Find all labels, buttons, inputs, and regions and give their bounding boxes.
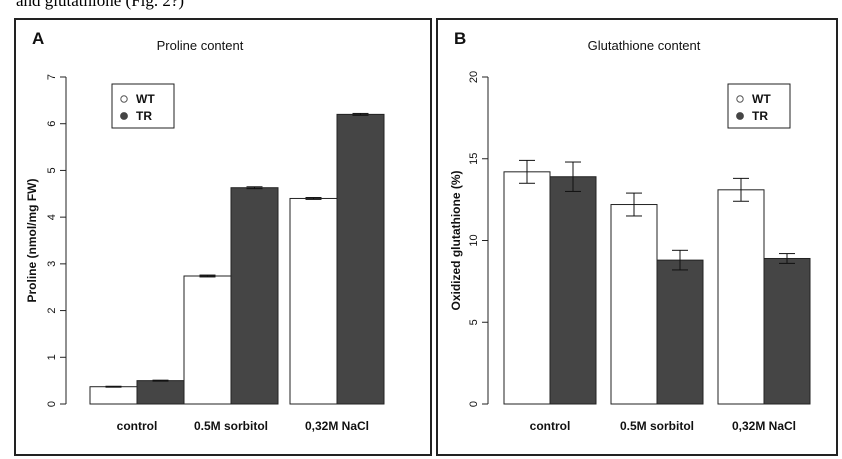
y-tick-label: 4 (46, 214, 58, 220)
y-tick-label: 20 (468, 71, 480, 83)
caption-fragment: and glutathione (Fig. 2?) (0, 0, 842, 18)
y-axis-title: Proline (nmol/mg FW) (25, 179, 39, 303)
bar-wt (503, 171, 551, 405)
chart-a-svg: A Proline content 0 1 2 3 4 5 6 7 Proline (nmol/mg… (25, 29, 385, 433)
bar-tr (336, 113, 385, 405)
bar-tr (549, 176, 597, 405)
legend-box (727, 83, 791, 129)
y-tick-label: 5 (46, 167, 58, 173)
chart-panel-b: B Glutathione content 0 5 10 15 20 Oxidized glu… (436, 18, 838, 456)
bar-tr (230, 187, 279, 405)
y-tick-label: 7 (46, 74, 58, 80)
bar-wt (183, 275, 232, 405)
panel-letter: B (454, 29, 466, 48)
y-tick-label: 1 (46, 354, 58, 360)
chart-b-svg: B Glutathione content 0 5 10 15 20 Oxidized glu… (449, 29, 811, 433)
category-label: 0,32M NaCl (732, 419, 796, 433)
y-tick-label: 2 (46, 308, 58, 314)
legend-marker-wt (736, 95, 744, 103)
y-tick-label: 10 (468, 234, 480, 246)
y-tick-label: 0 (46, 401, 58, 407)
chart-title: Proline content (157, 38, 244, 53)
panel-letter: A (32, 29, 44, 48)
bar-wt (89, 386, 138, 405)
bar-wt (289, 197, 338, 405)
y-axis-title: Oxidized glutathione (%) (449, 170, 463, 310)
category-label: 0,32M NaCl (305, 419, 369, 433)
legend-label: TR (136, 109, 152, 123)
legend-marker-tr (120, 112, 128, 120)
legend-box (111, 83, 175, 129)
category-label: control (530, 419, 571, 433)
legend-label: WT (136, 92, 155, 106)
y-tick-label: 15 (468, 153, 480, 165)
bar-wt (717, 189, 765, 405)
chart-title: Glutathione content (588, 38, 701, 53)
bar-wt (610, 204, 658, 405)
category-label: 0.5M sorbitol (194, 419, 268, 433)
bar-tr (656, 259, 704, 405)
y-tick-label: 5 (468, 319, 480, 325)
y-tick-label: 6 (46, 121, 58, 127)
bar-tr (763, 257, 811, 405)
category-label: 0.5M sorbitol (620, 419, 694, 433)
category-label: control (117, 419, 158, 433)
legend-marker-wt (120, 95, 128, 103)
legend-marker-tr (736, 112, 744, 120)
caption-text: and glutathione (Fig. 2?) (16, 0, 185, 10)
y-tick-label: 3 (46, 261, 58, 267)
chart-panel-a: A Proline content 0 1 2 3 4 5 6 7 Proline (nmol/mg… (14, 18, 432, 456)
legend-label: WT (752, 92, 771, 106)
bar-tr (136, 380, 185, 405)
y-tick-label: 0 (468, 401, 480, 407)
legend-label: TR (752, 109, 768, 123)
